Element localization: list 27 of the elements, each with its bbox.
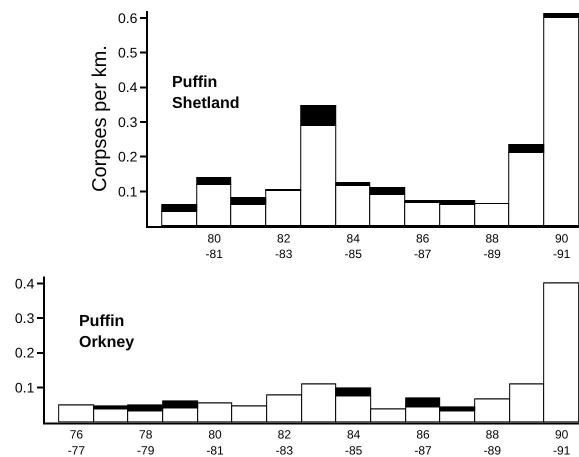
y-tick-label: 0.5 [118,44,138,61]
y-tick-label: 0.6 [118,10,138,26]
x-tick-label: 88 -89 [483,232,502,262]
y-axis-title: Corpses per km. [88,45,111,192]
x-tick-label: 86 -87 [414,428,432,457]
y-tick-label: 0.4 [118,79,138,96]
x-tick-label: 78 -79 [137,428,155,457]
x-tick-label: 80 -81 [206,428,224,457]
x-tick-label: 88 -89 [484,428,502,457]
y-tick-label: 0.4 [14,275,35,292]
annotation: Puffin Shetland [172,74,240,112]
x-tick-label: 84 -85 [344,232,362,262]
x-tick-label: 76 -77 [68,428,86,457]
x-tick-label: 90 -91 [553,428,571,457]
x-tick-label: 82 -83 [275,232,293,262]
annotation: Puffin Orkney [79,313,134,351]
x-tick-label: 90 -91 [552,232,571,262]
x-tick-label: 86 -87 [414,232,432,262]
y-tick-label: 0.3 [14,310,35,326]
x-tick-label: 82 -83 [276,428,294,457]
x-tick-label: 80 -81 [206,232,224,262]
y-tick-label: 0.1 [14,379,35,396]
y-tick-label: 0.1 [118,183,138,200]
y-tick-label: 0.3 [118,114,138,130]
y-tick-label: 0.2 [14,344,35,361]
x-tick-label: 84 -85 [345,428,363,457]
y-tick-label: 0.2 [118,148,138,165]
